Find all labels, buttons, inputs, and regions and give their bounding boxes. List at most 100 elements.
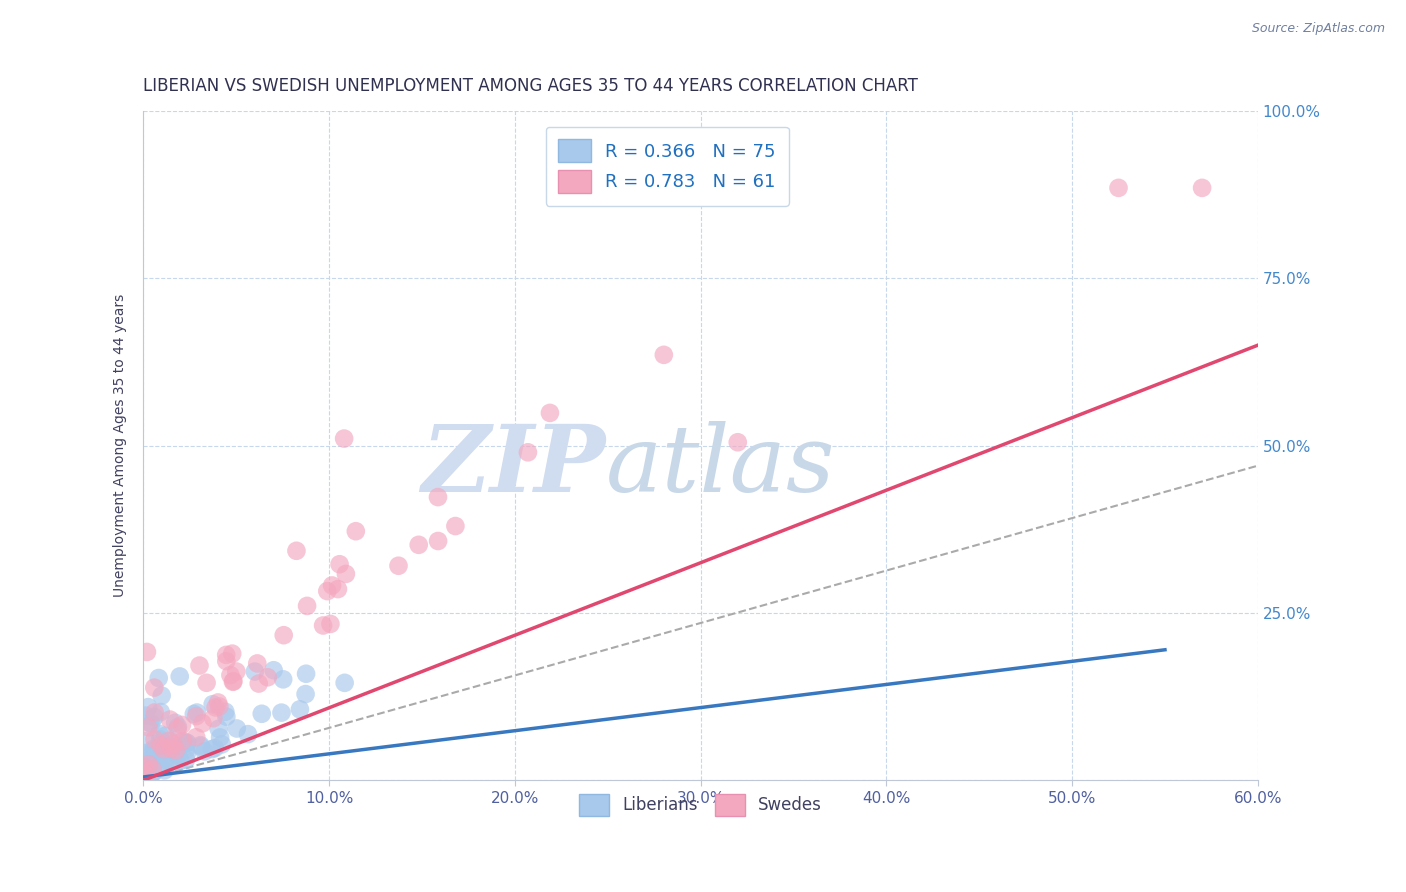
Point	[135, 761, 157, 775]
Point	[160, 757, 183, 772]
Point	[134, 760, 156, 774]
Point	[134, 766, 156, 780]
Point	[285, 543, 308, 558]
Point	[169, 754, 191, 768]
Text: ZIP: ZIP	[422, 421, 606, 511]
Point	[538, 406, 561, 420]
Point	[143, 706, 166, 720]
Point	[329, 558, 352, 572]
Point	[169, 669, 191, 683]
Point	[652, 348, 675, 362]
Point	[316, 584, 339, 599]
Point	[288, 702, 311, 716]
Point	[190, 739, 212, 754]
Point	[143, 681, 166, 695]
Point	[146, 747, 169, 762]
Point	[162, 737, 184, 751]
Point	[149, 761, 172, 775]
Point	[190, 738, 212, 752]
Point	[1108, 181, 1130, 195]
Point	[270, 706, 292, 720]
Point	[153, 752, 176, 766]
Point	[215, 648, 238, 662]
Point	[146, 747, 169, 761]
Point	[132, 755, 155, 769]
Point	[134, 762, 156, 776]
Point	[222, 674, 245, 689]
Point	[250, 706, 273, 721]
Point	[134, 767, 156, 781]
Point	[136, 762, 159, 776]
Point	[326, 582, 349, 596]
Point	[153, 742, 176, 756]
Point	[165, 743, 187, 757]
Point	[138, 757, 160, 772]
Point	[149, 705, 172, 719]
Point	[176, 747, 198, 761]
Point	[166, 747, 188, 762]
Point	[209, 731, 232, 745]
Point	[142, 765, 165, 780]
Point	[142, 743, 165, 757]
Point	[335, 566, 357, 581]
Point	[204, 741, 226, 756]
Point	[215, 654, 238, 668]
Point	[333, 432, 356, 446]
Point	[243, 665, 266, 679]
Point	[221, 647, 243, 661]
Point	[174, 743, 197, 757]
Point	[155, 753, 177, 767]
Point	[263, 663, 285, 677]
Point	[170, 718, 193, 732]
Point	[139, 750, 162, 764]
Point	[159, 739, 181, 754]
Point	[142, 752, 165, 766]
Point	[427, 490, 450, 504]
Point	[174, 753, 197, 767]
Text: LIBERIAN VS SWEDISH UNEMPLOYMENT AMONG AGES 35 TO 44 YEARS CORRELATION CHART: LIBERIAN VS SWEDISH UNEMPLOYMENT AMONG A…	[143, 78, 918, 95]
Point	[208, 722, 231, 736]
Point	[204, 700, 226, 714]
Point	[141, 716, 163, 731]
Point	[207, 696, 229, 710]
Point	[236, 727, 259, 741]
Point	[215, 709, 238, 723]
Point	[271, 673, 294, 687]
Point	[427, 534, 450, 549]
Point	[186, 706, 208, 720]
Point	[136, 720, 159, 734]
Point	[186, 730, 208, 744]
Point	[148, 751, 170, 765]
Point	[188, 658, 211, 673]
Point	[150, 689, 173, 703]
Point	[195, 675, 218, 690]
Point	[408, 538, 430, 552]
Point	[176, 736, 198, 750]
Point	[1191, 181, 1213, 195]
Text: atlas: atlas	[606, 421, 835, 511]
Point	[174, 735, 197, 749]
Point	[225, 665, 247, 679]
Point	[153, 729, 176, 743]
Point	[148, 671, 170, 685]
Point	[387, 558, 409, 573]
Point	[225, 722, 247, 736]
Point	[208, 699, 231, 714]
Point	[166, 722, 188, 736]
Point	[135, 746, 157, 760]
Point	[157, 733, 180, 747]
Point	[191, 716, 214, 731]
Point	[211, 738, 233, 752]
Point	[319, 616, 342, 631]
Point	[219, 668, 242, 682]
Point	[727, 435, 749, 450]
Point	[193, 744, 215, 758]
Point	[160, 741, 183, 756]
Point	[333, 676, 356, 690]
Point	[143, 732, 166, 747]
Point	[136, 645, 159, 659]
Point	[136, 764, 159, 779]
Point	[141, 766, 163, 780]
Point	[135, 708, 157, 723]
Point	[165, 715, 187, 730]
